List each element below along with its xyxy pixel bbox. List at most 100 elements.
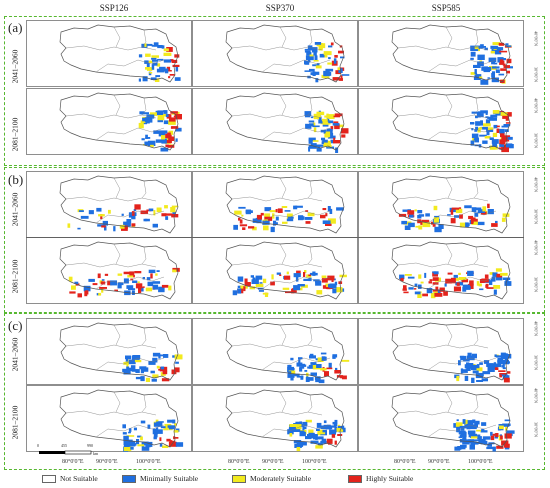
suitability-patch xyxy=(491,71,495,77)
suitability-patch xyxy=(460,368,464,374)
suitability-patch xyxy=(337,426,343,430)
suitability-patch xyxy=(305,55,314,61)
suitability-patch xyxy=(78,210,84,212)
suitability-patch xyxy=(152,428,158,435)
suitability-patch xyxy=(468,363,474,366)
suitability-patch xyxy=(336,375,344,378)
suitability-patch xyxy=(438,224,444,229)
suitability-patch xyxy=(77,293,82,298)
suitability-patch xyxy=(312,64,318,67)
suitability-patch xyxy=(335,147,339,153)
suitability-patch xyxy=(498,370,506,372)
suitability-patch xyxy=(434,292,443,297)
suitability-patch xyxy=(292,426,301,432)
suitability-patch xyxy=(482,436,491,440)
suitability-patch xyxy=(152,62,158,66)
suitability-map-panel xyxy=(358,171,524,238)
suitability-patch xyxy=(150,77,157,80)
lon-label: 90°0'0"E xyxy=(428,459,450,465)
suitability-patch xyxy=(325,76,330,79)
suitability-patch xyxy=(133,427,137,431)
panel-border xyxy=(26,385,192,452)
suitability-patch xyxy=(298,357,303,360)
suitability-patch xyxy=(493,62,498,65)
suitability-patch xyxy=(467,283,474,289)
suitability-patch xyxy=(333,121,339,124)
suitability-patch xyxy=(101,288,104,293)
suitability-patch xyxy=(474,69,477,74)
plateau-outline xyxy=(391,92,511,151)
suitability-patch xyxy=(316,428,320,431)
suitability-patch xyxy=(131,211,135,217)
suitability-patch xyxy=(468,215,474,220)
panel-label-c: (c) xyxy=(8,318,23,333)
suitability-patch xyxy=(498,42,505,46)
suitability-patch xyxy=(451,277,456,284)
suitability-patch xyxy=(461,431,467,437)
suitability-patch xyxy=(470,220,473,224)
suitability-patch xyxy=(123,271,130,275)
suitability-patch xyxy=(329,208,333,214)
suitability-patch xyxy=(138,78,141,82)
suitability-patch xyxy=(326,128,332,132)
suitability-patch xyxy=(435,286,439,291)
plateau-outline xyxy=(59,24,179,83)
suitability-patch xyxy=(499,139,506,145)
suitability-patch xyxy=(475,207,482,211)
suitability-patch xyxy=(298,215,304,221)
period-b-row2: 2081–2100 xyxy=(10,259,20,294)
suitability-patch xyxy=(153,210,156,216)
suitability-patch xyxy=(271,274,274,280)
suitability-patch xyxy=(149,112,157,116)
suitability-patch xyxy=(447,214,451,216)
suitability-patch xyxy=(425,213,430,217)
suitability-patch xyxy=(255,283,264,287)
suitability-patch xyxy=(237,276,244,282)
lat-label: 40°0'0"N xyxy=(533,388,539,403)
suitability-patch xyxy=(490,114,498,118)
suitability-patch xyxy=(159,117,163,120)
suitability-map-panel xyxy=(26,237,192,304)
suitability-patch xyxy=(315,65,322,69)
suitability-patch xyxy=(457,446,462,450)
suitability-patch xyxy=(485,285,489,288)
plateau-outline xyxy=(225,24,345,83)
suitability-patch xyxy=(239,224,248,227)
suitability-patch xyxy=(461,279,469,283)
suitability-patch xyxy=(480,441,488,445)
suitability-patch xyxy=(238,217,241,221)
suitability-patch xyxy=(328,114,335,119)
suitability-patch xyxy=(163,354,169,358)
suitability-patch xyxy=(501,147,509,153)
suitability-patch xyxy=(164,68,169,74)
suitability-patch xyxy=(145,377,150,382)
suitability-patch xyxy=(317,357,324,362)
suitability-patch xyxy=(317,429,326,435)
suitability-patch xyxy=(174,54,180,58)
suitability-patch xyxy=(462,436,467,440)
suitability-patch xyxy=(332,288,337,294)
suitability-patch xyxy=(307,59,311,63)
suitability-patch xyxy=(299,366,305,369)
suitability-patch xyxy=(262,278,267,284)
suitability-patch xyxy=(142,286,145,288)
plateau-outline xyxy=(225,241,345,300)
suitability-patch xyxy=(255,275,263,280)
suitability-patch xyxy=(490,67,497,70)
suitability-patch xyxy=(469,366,476,369)
suitability-patch xyxy=(159,437,162,442)
suitability-patch xyxy=(433,217,439,223)
suitability-patch xyxy=(403,285,407,289)
suitability-patch xyxy=(291,288,295,294)
suitability-patch xyxy=(300,375,304,379)
suitability-patch xyxy=(407,276,415,279)
suitability-patch xyxy=(483,360,490,364)
suitability-patch xyxy=(504,281,512,286)
suitability-patch xyxy=(414,283,418,287)
suitability-patch xyxy=(141,446,150,451)
suitability-patch xyxy=(152,59,158,62)
suitability-patch xyxy=(330,139,335,144)
suitability-patch xyxy=(422,222,431,228)
suitability-patch xyxy=(491,223,498,227)
suitability-patch xyxy=(125,358,129,362)
